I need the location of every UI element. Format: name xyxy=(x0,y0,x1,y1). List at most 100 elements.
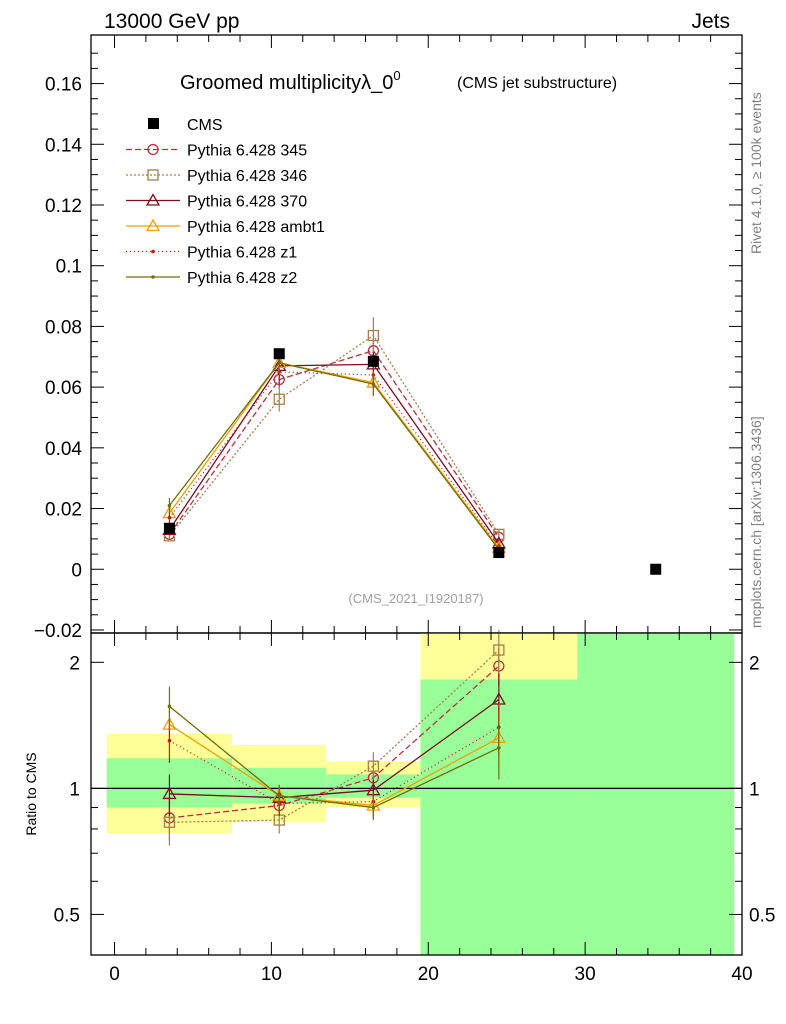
series-marker xyxy=(371,382,376,386)
series-line xyxy=(168,334,500,537)
series-marker xyxy=(167,503,172,508)
series-line xyxy=(168,371,500,547)
ratio-y-tick-label-right: 1 xyxy=(749,779,760,800)
legend-marker xyxy=(148,118,159,129)
ratio-line xyxy=(169,724,500,807)
ratio-frame xyxy=(90,632,743,956)
legend-label: Pythia 6.428 345 xyxy=(187,143,307,160)
stat-band xyxy=(577,633,735,955)
mc-series xyxy=(163,338,505,544)
ratio-series xyxy=(162,629,506,846)
series-line xyxy=(168,362,500,550)
mc-series xyxy=(163,317,505,542)
cms-point xyxy=(163,522,175,534)
main-y-tick-label: 0 xyxy=(71,560,82,581)
ratio-y-tick-label: 0.5 xyxy=(54,905,80,926)
ratio-marker xyxy=(497,745,501,750)
ratio-line xyxy=(169,665,500,819)
main-series xyxy=(162,317,506,554)
cms-point xyxy=(273,348,285,360)
legend-entry: CMS xyxy=(148,117,223,134)
ratio-uncertainty-bands xyxy=(106,633,735,955)
series-marker xyxy=(493,528,505,540)
series-marker xyxy=(367,329,380,342)
legend-entry: Pythia 6.428 z1 xyxy=(126,245,297,262)
series-marker xyxy=(167,515,172,520)
ratio-y-tick-labels: 0.5 0.5 1 1 2 2 xyxy=(54,653,776,926)
cms-data-points xyxy=(163,348,662,575)
ratio-y-axis-label: Ratio to CMS xyxy=(23,752,39,835)
legend-entry: Pythia 6.428 z2 xyxy=(126,270,297,287)
main-title: Groomed multiplicityλ_00 xyxy=(180,68,401,94)
cms-point xyxy=(493,547,505,559)
mc-series xyxy=(167,359,501,550)
ratio-marker xyxy=(162,786,177,800)
main-y-tick-labels: −0.02 0 0.02 0.04 0.06 0.08 0.1 0.12 0.14 0.16 xyxy=(34,75,83,642)
cms-point xyxy=(367,355,379,367)
header-left: 13000 GeV pp xyxy=(104,10,239,33)
x-tick-label: 30 xyxy=(575,964,596,985)
legend-marker xyxy=(145,218,161,232)
ratio-ticks xyxy=(91,633,743,955)
series-marker xyxy=(277,361,282,365)
legend-label: Pythia 6.428 z2 xyxy=(187,270,297,287)
main-y-tick-label: 0.12 xyxy=(45,196,82,217)
ratio-y-tick-label: 1 xyxy=(69,779,80,800)
main-ticks xyxy=(91,35,743,633)
ratio-panel: 0.5 0.5 1 1 2 2 0 10 20 30 40 Ratio to CMS xyxy=(23,629,776,985)
legend-marker xyxy=(147,169,159,181)
ratio-y-tick-label: 2 xyxy=(69,653,80,674)
cms-point xyxy=(650,563,662,575)
mcplots-label: mcplots.cern.ch [arXiv:1306.3436] xyxy=(748,416,764,628)
x-tick-label: 0 xyxy=(109,964,120,985)
ratio-line xyxy=(169,698,500,799)
series-line xyxy=(168,363,500,544)
legend-marker xyxy=(147,143,159,156)
series-marker xyxy=(273,393,285,405)
ratio-marker xyxy=(277,793,282,798)
legend-label: Pythia 6.428 z1 xyxy=(187,245,297,262)
ratio-marker xyxy=(367,760,380,772)
legend-label: Pythia 6.428 370 xyxy=(187,194,307,211)
x-tick-label: 20 xyxy=(418,964,439,985)
analysis-label: (CMS_2021_I1920187) xyxy=(348,591,483,606)
legend: CMS Pythia 6.428 345 Pythia 6.428 346 Pythi… xyxy=(126,117,325,287)
ratio-y-tick-label-right: 2 xyxy=(749,653,760,674)
ratio-y-tick-label-right: 0.5 xyxy=(749,905,775,926)
ratio-marker xyxy=(163,816,176,828)
legend-entry: Pythia 6.428 346 xyxy=(126,168,307,185)
mc-series xyxy=(162,350,506,554)
ratio-marker xyxy=(167,704,172,709)
main-y-tick-label: 0.06 xyxy=(45,378,82,399)
main-y-tick-label: 0.14 xyxy=(45,135,82,156)
ratio-line xyxy=(169,649,500,823)
legend-label: Pythia 6.428 ambt1 xyxy=(187,219,325,236)
ratio-marker xyxy=(493,644,505,656)
legend-entry: Pythia 6.428 370 xyxy=(126,193,307,211)
main-panel: −0.02 0 0.02 0.04 0.06 0.08 0.1 0.12 0.14 0.16 Gr… xyxy=(34,34,743,642)
legend-entry: Pythia 6.428 345 xyxy=(126,143,307,160)
main-y-tick-label: 0.16 xyxy=(45,75,82,96)
ratio-line xyxy=(169,705,500,809)
main-y-tick-label: −0.02 xyxy=(34,621,82,642)
legend-marker xyxy=(151,249,155,254)
mc-series xyxy=(167,350,501,553)
main-y-tick-label: 0.1 xyxy=(56,257,82,278)
legend-marker xyxy=(145,193,161,206)
legend-marker xyxy=(151,275,155,279)
series-line xyxy=(168,349,500,538)
x-tick-label: 40 xyxy=(731,964,752,985)
ratio-series-line xyxy=(167,686,501,821)
header-right: Jets xyxy=(691,10,730,33)
main-y-tick-label: 0.08 xyxy=(45,317,82,338)
ratio-marker xyxy=(167,738,172,743)
x-tick-label: 10 xyxy=(261,964,282,985)
legend-label: Pythia 6.428 346 xyxy=(187,168,307,185)
legend-label: CMS xyxy=(187,117,223,134)
main-y-tick-label: 0.04 xyxy=(45,439,82,460)
ratio-marker xyxy=(371,805,376,810)
rivet-label: Rivet 4.1.0, ≥ 100k events xyxy=(748,92,764,254)
mc-series xyxy=(162,352,506,549)
series-line xyxy=(168,362,500,549)
